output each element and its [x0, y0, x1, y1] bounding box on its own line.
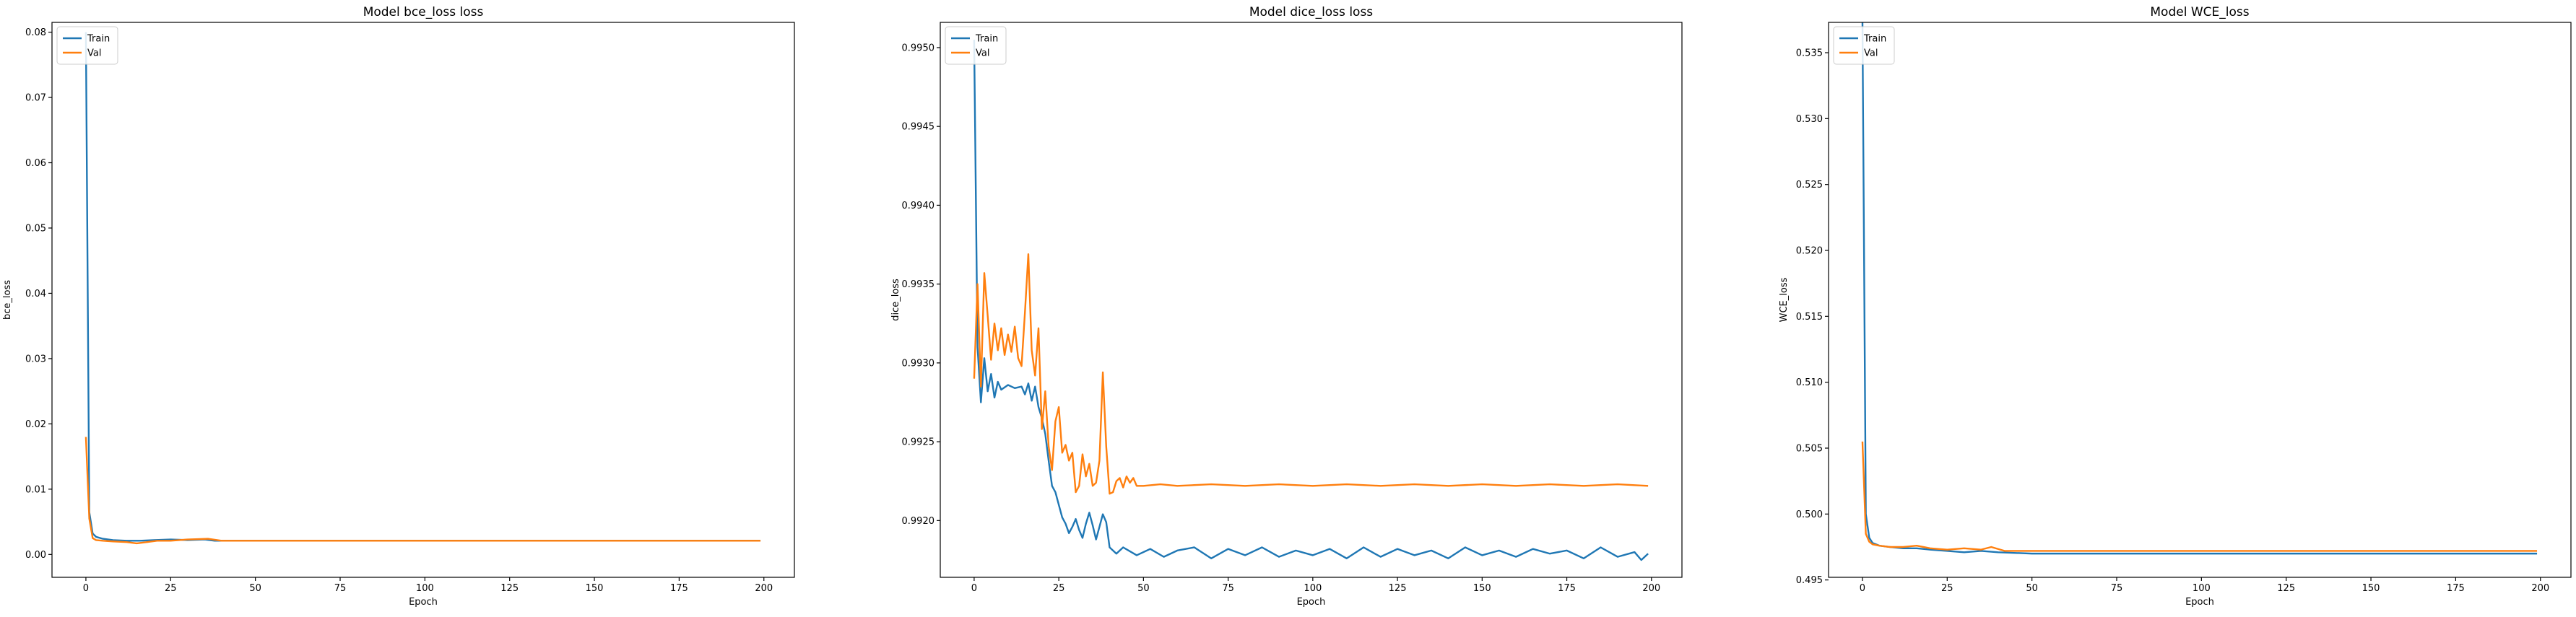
x-tick-label: 100	[2193, 583, 2211, 594]
x-tick-label: 25	[1053, 583, 1065, 594]
series-line-train	[973, 40, 1649, 561]
x-tick-label: 75	[1222, 583, 1234, 594]
x-tick-label: 175	[1558, 583, 1576, 594]
y-tick-label: 0.01	[25, 484, 46, 495]
y-tick-label: 0.06	[25, 158, 46, 169]
x-tick-label: 0	[971, 583, 977, 594]
x-tick-label: 50	[249, 583, 261, 594]
axes-frame	[1828, 22, 2572, 578]
chart-panel-2: Model dice_loss loss 0 25 50 75 100 125 150 175 2…	[890, 5, 1683, 608]
x-tick-label: 50	[2026, 583, 2038, 594]
x-tick-label: 200	[2531, 583, 2549, 594]
x-tick-label: 200	[755, 583, 773, 594]
axes-frame	[51, 22, 795, 578]
legend-box	[1833, 26, 1895, 65]
y-axis-label: bce_loss	[2, 280, 13, 320]
legend: Train Val	[1833, 26, 1895, 65]
x-tick-label: 175	[670, 583, 688, 594]
y-tick-label: 0.520	[1796, 246, 1823, 257]
x-tick-label: 0	[83, 583, 89, 594]
y-tick-label: 0.510	[1796, 377, 1823, 388]
legend-label-train: Train	[1863, 34, 1886, 45]
y-tick-label: 0.530	[1796, 114, 1823, 125]
x-tick-label: 150	[586, 583, 604, 594]
legend-box	[945, 26, 1007, 65]
x-tick-label: 0	[1860, 583, 1865, 594]
x-tick-label: 25	[1941, 583, 1953, 594]
x-axis-label: Epoch	[2185, 597, 2214, 608]
x-tick-label: 100	[416, 583, 434, 594]
y-tick-label: 0.525	[1796, 180, 1823, 191]
y-tick-label: 0.9940	[902, 201, 935, 211]
x-axis-label: Epoch	[1297, 597, 1326, 608]
y-axis-label: dice_loss	[890, 279, 901, 321]
y-tick-label: 0.9925	[902, 437, 935, 448]
x-tick-label: 50	[1137, 583, 1150, 594]
y-tick-label: 0.500	[1796, 509, 1823, 520]
x-tick-label: 25	[165, 583, 177, 594]
y-tick-label: 0.495	[1796, 575, 1823, 586]
series-line-train	[84, 32, 761, 542]
y-tick-label: 0.05	[25, 223, 46, 234]
x-tick-label: 125	[1389, 583, 1407, 594]
x-tick-label: 150	[2362, 583, 2380, 594]
y-tick-label: 0.9945	[902, 122, 935, 133]
chart-panel-3: Model WCE_loss 0 25 50 75 100 125 150 175 200 0.49…	[1779, 5, 2572, 608]
chart-title: Model bce_loss loss	[363, 5, 484, 19]
x-tick-label: 125	[2277, 583, 2295, 594]
x-tick-label: 75	[334, 583, 347, 594]
series-line-val	[973, 253, 1649, 495]
y-tick-label: 0.04	[25, 289, 46, 299]
legend-label-val: Val	[976, 48, 989, 59]
legend-box	[56, 26, 118, 65]
y-tick-label: 0.505	[1796, 443, 1823, 454]
x-tick-label: 125	[500, 583, 519, 594]
y-tick-label: 0.03	[25, 354, 46, 364]
legend: Train Val	[56, 26, 118, 65]
y-tick-label: 0.515	[1796, 312, 1823, 323]
x-tick-label: 100	[1304, 583, 1322, 594]
series-line-val	[84, 437, 761, 545]
x-tick-label: 175	[2447, 583, 2465, 594]
y-tick-label: 0.08	[25, 27, 46, 38]
x-tick-label: 150	[1473, 583, 1491, 594]
y-tick-label: 0.9930	[902, 358, 935, 369]
legend-label-train: Train	[975, 34, 998, 45]
legend: Train Val	[945, 26, 1007, 65]
y-tick-label: 0.9935	[902, 279, 935, 290]
x-axis-label: Epoch	[409, 597, 438, 608]
y-tick-label: 0.07	[25, 93, 46, 104]
chart-title: Model WCE_loss	[2150, 5, 2249, 19]
legend-label-train: Train	[87, 34, 110, 45]
series-line-val	[1861, 441, 2538, 552]
x-tick-label: 75	[2111, 583, 2123, 594]
y-axis-label: WCE_loss	[1779, 277, 1790, 322]
series-line-train	[1861, 22, 2538, 555]
y-tick-label: 0.9920	[902, 516, 935, 527]
x-tick-label: 200	[1642, 583, 1660, 594]
y-tick-label: 0.9950	[902, 43, 935, 53]
legend-label-val: Val	[1864, 48, 1878, 59]
y-tick-label: 0.535	[1796, 48, 1823, 59]
legend-label-val: Val	[87, 48, 101, 59]
axes-frame	[940, 22, 1683, 578]
y-tick-label: 0.02	[25, 419, 46, 430]
chart-panel-1: Model bce_loss loss 0 25 50 75 100 125 150 175 20…	[2, 5, 795, 608]
chart-title: Model dice_loss loss	[1249, 5, 1373, 19]
y-tick-label: 0.00	[25, 550, 46, 561]
